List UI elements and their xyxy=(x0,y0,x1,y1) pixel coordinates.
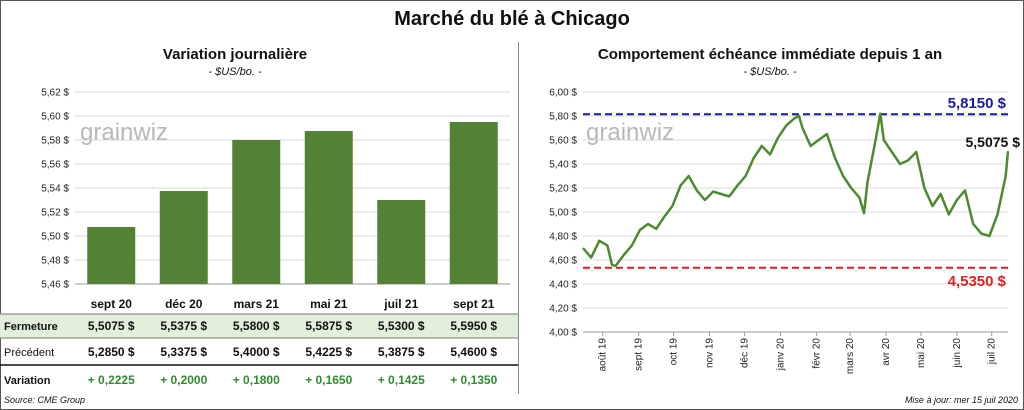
line-x-tick-label: nov 19 xyxy=(705,338,716,368)
line-y-tick-label: 5,60 $ xyxy=(549,136,577,147)
table-cell: 5,3875 $ xyxy=(378,345,425,359)
line-y-tick-label: 5,40 $ xyxy=(549,160,577,171)
bar-y-tick-label: 5,52 $ xyxy=(41,208,69,219)
line-x-tick-label: oct 19 xyxy=(669,338,680,366)
data-table: Fermeture 5,5075 $ 5,5375 $ 5,5800 $ 5,5875 … xyxy=(4,319,498,387)
table-cell: + 0,2225 xyxy=(88,373,135,387)
left-chart-unit: - $US/bo. - xyxy=(208,66,262,78)
source-note: Source: CME Group xyxy=(4,395,86,405)
line-x-tick-label: févr 20 xyxy=(811,338,822,369)
table-cell: 5,5375 $ xyxy=(160,319,207,333)
bar-category-label: sept 21 xyxy=(453,297,495,311)
last-price-label: 5,5075 $ xyxy=(966,134,1021,150)
bar xyxy=(304,131,353,284)
table-cell: 5,5300 $ xyxy=(378,319,425,333)
line-chart-x-axis: août 19 sept 19 oct 19 nov 19 déc 19 janv 20 f… xyxy=(598,332,998,374)
line-y-tick-label: 4,20 $ xyxy=(549,304,577,315)
bar-category-label: mars 21 xyxy=(234,297,280,311)
bar-chart-bars xyxy=(87,122,498,284)
table-cell: 5,2850 $ xyxy=(88,345,135,359)
bar-y-tick-label: 5,58 $ xyxy=(41,136,69,147)
table-cell: 5,4225 $ xyxy=(305,345,352,359)
line-x-tick-label: avr 20 xyxy=(881,338,892,366)
bar xyxy=(449,122,498,284)
panel-divider xyxy=(518,42,519,394)
bar-y-tick-label: 5,50 $ xyxy=(41,232,69,243)
table-cell: 5,3375 $ xyxy=(160,345,207,359)
table-cell: + 0,1650 xyxy=(305,373,352,387)
bar-y-tick-label: 5,46 $ xyxy=(41,280,69,291)
table-cell: 5,5875 $ xyxy=(305,319,352,333)
table-highlight-row xyxy=(0,314,518,338)
line-x-tick-label: sept 19 xyxy=(634,338,645,371)
line-x-tick-label: déc 19 xyxy=(739,338,750,368)
table-cell: 5,4000 $ xyxy=(233,345,280,359)
line-y-tick-label: 4,40 $ xyxy=(549,280,577,291)
table-row-label: Précédent xyxy=(4,347,54,359)
line-y-tick-label: 6,00 $ xyxy=(549,88,577,99)
line-y-tick-label: 5,00 $ xyxy=(549,208,577,219)
bar-chart-grid xyxy=(75,91,510,285)
line-x-tick-label: août 19 xyxy=(598,338,609,372)
bar xyxy=(377,200,426,284)
line-x-tick-label: mars 20 xyxy=(845,338,856,375)
bar-category-label: déc 20 xyxy=(165,297,203,311)
max-reference-label: 5,8150 $ xyxy=(948,95,1007,112)
line-y-tick-label: 4,00 $ xyxy=(549,328,577,339)
line-chart-y-axis: 4,00 $ 4,20 $ 4,40 $ 4,60 $ 4,80 $ 5,00 $ 5,20… xyxy=(549,88,577,339)
table-row-label: Fermeture xyxy=(4,321,58,333)
table-cell: + 0,1800 xyxy=(233,373,280,387)
line-x-tick-label: juil 20 xyxy=(987,338,998,366)
table-cell: + 0,1425 xyxy=(378,373,425,387)
line-chart-reference-lines xyxy=(583,113,1008,269)
bar-y-tick-label: 5,62 $ xyxy=(41,88,69,99)
table-row-label: Variation xyxy=(4,375,51,387)
bar-y-tick-label: 5,48 $ xyxy=(41,256,69,267)
main-title: Marché du blé à Chicago xyxy=(394,8,630,30)
bar-y-tick-label: 5,60 $ xyxy=(41,112,69,123)
line-chart-grid xyxy=(583,91,1008,333)
table-cell: + 0,2000 xyxy=(160,373,207,387)
line-y-tick-label: 4,80 $ xyxy=(549,232,577,243)
table-cell: 5,5075 $ xyxy=(88,319,135,333)
min-reference-label: 4,5350 $ xyxy=(948,273,1007,290)
line-y-tick-label: 4,60 $ xyxy=(549,256,577,267)
right-watermark: grainwiz xyxy=(586,119,674,146)
line-x-tick-label: mai 20 xyxy=(916,338,927,368)
left-chart-title: Variation journalière xyxy=(162,46,308,63)
right-chart-title: Comportement échéance immédiate depuis 1… xyxy=(597,46,943,63)
updated-note: Mise à jour: mer 15 juil 2020 xyxy=(904,395,1018,405)
bar xyxy=(232,140,281,284)
line-y-tick-label: 5,80 $ xyxy=(549,112,577,123)
table-cell: 5,5800 $ xyxy=(233,319,280,333)
left-watermark: grainwiz xyxy=(80,119,168,146)
bar-category-label: juil 21 xyxy=(383,297,418,311)
table-cell: 5,5950 $ xyxy=(450,319,497,333)
bar xyxy=(87,227,136,284)
bar-chart-categories: sept 20 déc 20 mars 21 mai 21 juil 21 sept 21 xyxy=(91,297,495,311)
bar-category-label: mai 21 xyxy=(310,297,348,311)
table-cell: + 0,1350 xyxy=(450,373,497,387)
line-x-tick-label: janv 20 xyxy=(775,338,786,372)
right-chart-unit: - $US/bo. - xyxy=(743,66,797,78)
line-x-tick-label: juin 20 xyxy=(952,338,963,369)
bar xyxy=(159,191,208,284)
bar-y-tick-label: 5,54 $ xyxy=(41,184,69,195)
price-series-line xyxy=(582,112,1010,268)
line-y-tick-label: 5,20 $ xyxy=(549,184,577,195)
bar-chart-y-axis: 5,46 $ 5,48 $ 5,50 $ 5,52 $ 5,54 $ 5,56 $ 5,58… xyxy=(41,88,69,291)
bar-y-tick-label: 5,56 $ xyxy=(41,160,69,171)
table-cell: 5,4600 $ xyxy=(450,345,497,359)
bar-category-label: sept 20 xyxy=(91,297,133,311)
